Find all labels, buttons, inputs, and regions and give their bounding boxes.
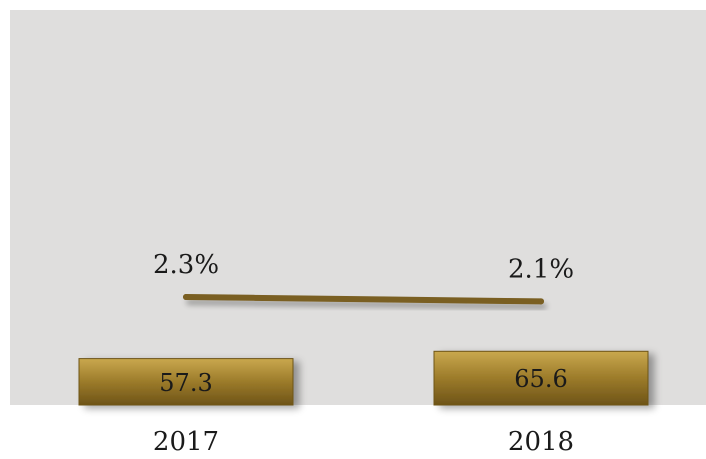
bar-value-label: 65.6 — [514, 365, 567, 393]
line-value-label: 2.3% — [153, 250, 219, 280]
bar-2018 — [433, 350, 649, 406]
line-series — [183, 294, 544, 305]
x-tick-label: 2018 — [508, 427, 574, 455]
line-point — [183, 294, 189, 300]
line-value-label: 2.1% — [508, 254, 574, 284]
bar-2017 — [78, 358, 294, 406]
labels-layer: 57.3 2017 65.6 2018 2.3% 2.1% — [153, 250, 574, 457]
line-point — [538, 298, 544, 305]
bars-layer — [78, 350, 649, 406]
bar-value-label: 57.3 — [159, 369, 212, 397]
line-layer — [183, 294, 544, 305]
plot-area — [10, 10, 706, 405]
x-tick-label: 2017 — [153, 427, 219, 455]
